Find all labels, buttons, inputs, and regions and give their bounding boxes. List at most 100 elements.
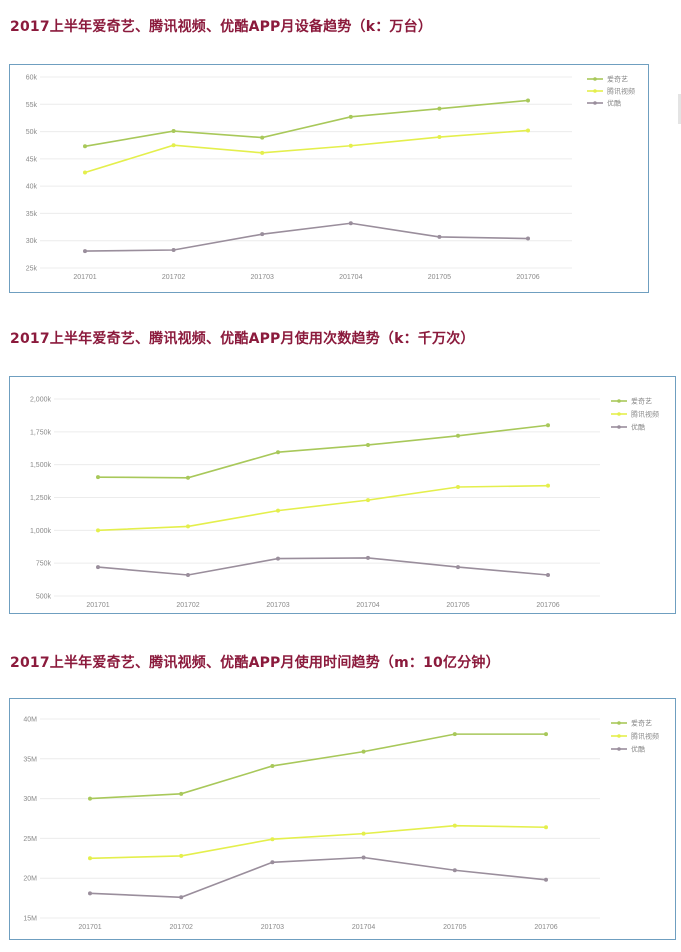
y-tick-label: 30k bbox=[26, 238, 38, 245]
legend-marker bbox=[617, 412, 621, 416]
data-point bbox=[88, 796, 92, 801]
data-point bbox=[88, 891, 92, 896]
y-tick-label: 1,000k bbox=[30, 528, 52, 535]
series-line bbox=[84, 99, 529, 148]
data-point bbox=[276, 508, 280, 513]
data-point bbox=[452, 868, 457, 873]
data-point bbox=[544, 877, 548, 882]
x-tick-label: 201704 bbox=[352, 924, 375, 931]
data-point bbox=[83, 249, 87, 254]
x-tick-label: 201704 bbox=[356, 602, 379, 609]
y-tick-label: 40M bbox=[23, 717, 37, 724]
data-point bbox=[546, 483, 550, 488]
y-tick-label: 750k bbox=[36, 561, 52, 568]
x-tick-label: 201705 bbox=[446, 602, 469, 609]
data-point bbox=[260, 232, 265, 237]
series-line bbox=[89, 824, 547, 860]
y-tick-label: 500k bbox=[36, 594, 52, 601]
data-point bbox=[546, 572, 550, 577]
y-tick-label: 60k bbox=[26, 75, 38, 82]
legend-label: 腾讯视频 bbox=[631, 410, 659, 419]
data-point bbox=[260, 135, 265, 140]
data-point bbox=[456, 565, 460, 570]
data-point bbox=[83, 170, 87, 175]
data-point bbox=[186, 524, 190, 529]
chart-3-frame: 15M 20M 25M 30M 35M 40M 201701 201702 201703 2017… bbox=[9, 698, 676, 940]
y-tick-label: 1,250k bbox=[30, 495, 52, 502]
data-point bbox=[526, 236, 530, 241]
data-point bbox=[186, 475, 190, 480]
data-point bbox=[96, 528, 100, 533]
data-point bbox=[88, 856, 92, 861]
data-point bbox=[366, 442, 370, 447]
y-tick-label: 2,000k bbox=[30, 397, 52, 404]
data-point bbox=[437, 234, 442, 239]
chart-1-svg: 25k 30k 35k 40k 45k 50k 55k 60k 201701 201702 2017… bbox=[26, 75, 635, 282]
data-point bbox=[270, 837, 275, 842]
y-tick-label: 15M bbox=[23, 916, 37, 923]
legend-label: 优酷 bbox=[607, 99, 621, 108]
legend-marker bbox=[617, 747, 621, 751]
legend-label: 爱奇艺 bbox=[631, 719, 652, 728]
series-line bbox=[89, 856, 547, 899]
y-tick-label: 40k bbox=[26, 184, 38, 191]
legend-label: 腾讯视频 bbox=[607, 87, 635, 96]
series-line bbox=[84, 129, 529, 174]
data-point bbox=[361, 855, 366, 860]
x-tick-label: 201706 bbox=[516, 274, 539, 281]
data-point bbox=[452, 732, 457, 737]
y-tick-label: 45k bbox=[26, 156, 38, 163]
x-tick-label: 201701 bbox=[86, 602, 109, 609]
data-point bbox=[366, 498, 370, 503]
legend-marker bbox=[617, 734, 621, 738]
data-point bbox=[361, 749, 366, 754]
data-point bbox=[348, 221, 353, 226]
chart-1-frame: 25k 30k 35k 40k 45k 50k 55k 60k 201701 201702 2017… bbox=[9, 64, 649, 293]
scrollbar-thumb[interactable] bbox=[678, 94, 681, 124]
x-tick-label: 201703 bbox=[261, 924, 284, 931]
data-point bbox=[179, 895, 184, 900]
y-tick-label: 25M bbox=[23, 836, 37, 843]
data-point bbox=[96, 475, 100, 480]
data-point bbox=[96, 565, 100, 570]
data-point bbox=[456, 433, 460, 438]
data-point bbox=[546, 423, 550, 428]
y-tick-label: 50k bbox=[26, 129, 38, 136]
legend-label: 优酷 bbox=[631, 745, 645, 754]
data-point bbox=[276, 450, 280, 455]
x-tick-label: 201701 bbox=[78, 924, 101, 931]
data-point bbox=[179, 791, 184, 796]
data-point bbox=[456, 484, 460, 489]
y-tick-label: 35k bbox=[26, 211, 38, 218]
x-tick-label: 201702 bbox=[170, 924, 193, 931]
y-tick-label: 1,750k bbox=[30, 429, 52, 436]
x-tick-label: 201702 bbox=[162, 274, 185, 281]
data-point bbox=[171, 143, 176, 148]
legend-marker bbox=[593, 77, 597, 81]
x-tick-label: 201704 bbox=[339, 274, 362, 281]
x-tick-label: 201706 bbox=[536, 602, 559, 609]
legend-marker bbox=[593, 89, 597, 93]
series-line bbox=[89, 733, 546, 800]
legend-marker bbox=[617, 721, 621, 725]
data-point bbox=[361, 831, 366, 836]
data-point bbox=[260, 150, 265, 155]
series-line bbox=[97, 424, 549, 479]
legend-label: 腾讯视频 bbox=[631, 732, 659, 741]
data-point bbox=[270, 763, 275, 768]
x-tick-label: 201701 bbox=[73, 274, 96, 281]
x-tick-label: 201705 bbox=[428, 274, 451, 281]
chart-2-frame: 500k 750k 1,000k 1,250k 1,500k 1,750k 2,000k 20… bbox=[9, 376, 676, 614]
chart-2-svg: 500k 750k 1,000k 1,250k 1,500k 1,750k 2,000k 20… bbox=[30, 397, 659, 610]
legend-label: 优酷 bbox=[631, 423, 645, 432]
y-tick-label: 1,500k bbox=[30, 462, 52, 469]
series-line bbox=[97, 484, 549, 532]
chart-1-title: 2017上半年爱奇艺、腾讯视频、优酷APP月设备趋势（k：万台） bbox=[10, 19, 433, 35]
x-tick-label: 201703 bbox=[251, 274, 274, 281]
legend-marker bbox=[593, 101, 597, 105]
legend-marker bbox=[617, 425, 621, 429]
legend-label: 爱奇艺 bbox=[607, 75, 628, 84]
x-tick-label: 201705 bbox=[443, 924, 466, 931]
data-point bbox=[366, 555, 370, 560]
data-point bbox=[526, 128, 530, 133]
